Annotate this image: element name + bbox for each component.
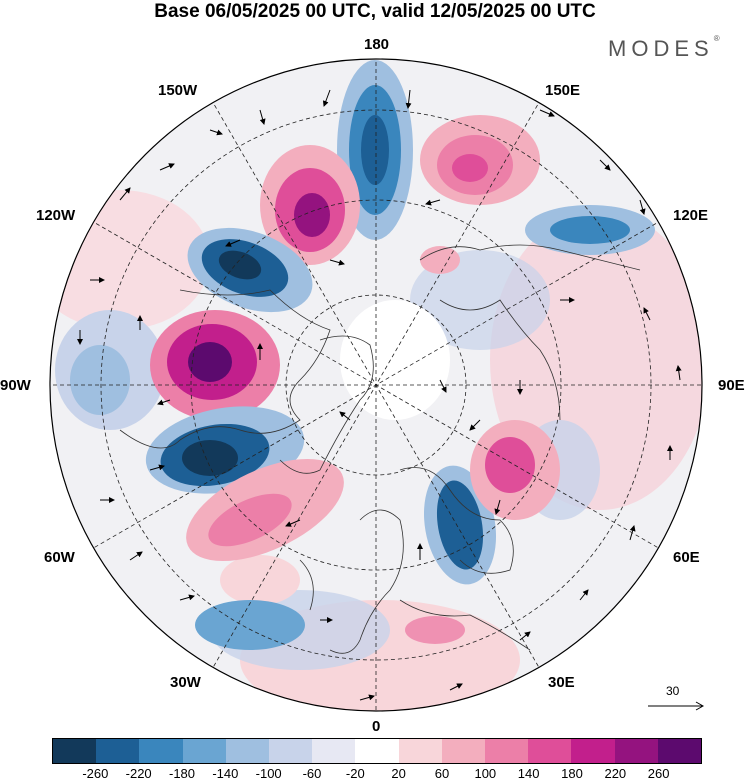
anomaly-high-100W (150, 310, 280, 420)
lon-label-60w: 60W (44, 549, 75, 566)
colorbar-tick-label: 220 (604, 766, 627, 781)
colorbar-segment (614, 739, 658, 763)
colorbar-segment (485, 739, 529, 763)
graticule (50, 59, 702, 711)
reference-vector: 30 (646, 684, 706, 714)
colorbar-tick-label: 180 (561, 766, 583, 781)
modes-logo: MODES® (608, 34, 720, 62)
lon-label-0: 0 (372, 718, 381, 735)
colorbar-tick-label: -220 (125, 766, 152, 781)
colorbar-segment (441, 739, 486, 763)
coastlines (119, 244, 641, 654)
colorbar-segment (312, 739, 356, 763)
colorbar-ticks: -260 -220 -180 -140 -100 -60 -20 20 60 100 140 180 2… (52, 764, 702, 782)
colorbar-segment (571, 739, 615, 763)
colorbar-tick-label: -140 (212, 766, 239, 781)
colorbar-tick-label: 60 (434, 766, 450, 781)
reference-vector-value: 30 (666, 684, 680, 698)
colorbar-tick-label: 260 (647, 766, 670, 781)
anomaly-high-150W (260, 145, 360, 265)
map-boundary (49, 58, 703, 712)
colorbar-segment (139, 739, 183, 763)
colorbar-tick-label: -260 (82, 766, 109, 781)
registered-mark: ® (713, 34, 720, 43)
lon-label-180: 180 (364, 36, 390, 53)
colorbar-tick-label: -180 (168, 766, 196, 781)
lon-label-90e: 90E (718, 377, 745, 394)
anomaly-low-35W (195, 600, 305, 650)
colorbar-segment (182, 739, 226, 763)
lon-label-150w: 150W (158, 82, 198, 99)
colorbar-tick-label: -20 (345, 766, 365, 781)
anomaly-field (50, 59, 702, 711)
colorbar-tick-label: -60 (302, 766, 322, 781)
colorbar-segment (398, 739, 442, 763)
brand-text: MODES (608, 36, 714, 61)
colorbar-tick-label: -100 (255, 766, 282, 781)
colorbar-segment (96, 739, 140, 763)
colorbar-segment (225, 739, 270, 763)
anomaly-high-50E (470, 420, 560, 520)
reference-arrow-icon (648, 701, 705, 711)
colorbar-segment (355, 739, 399, 763)
lon-label-150e: 150E (545, 82, 581, 99)
colorbar-segment (528, 739, 572, 763)
wind-vectors (77, 89, 682, 701)
lon-label-30e: 30E (548, 674, 575, 691)
map-title: Base 06/05/2025 00 UTC, valid 12/05/2025… (154, 1, 596, 22)
colorbar-tick-label: 140 (517, 766, 540, 781)
lon-label-120w: 120W (36, 207, 76, 224)
colorbar-tick-label: 100 (474, 766, 497, 781)
colorbar-segment (53, 739, 97, 763)
lon-label-60e: 60E (673, 549, 700, 566)
colorbar (52, 738, 702, 764)
lon-label-120e: 120E (673, 207, 709, 224)
lon-label-90w: 90W (0, 377, 31, 394)
colorbar-tick-label: 20 (391, 766, 406, 781)
lon-label-30w: 30W (170, 674, 201, 691)
colorbar-segment (269, 739, 313, 763)
colorbar-segment (657, 739, 702, 763)
anomaly-high-160E (420, 115, 540, 205)
